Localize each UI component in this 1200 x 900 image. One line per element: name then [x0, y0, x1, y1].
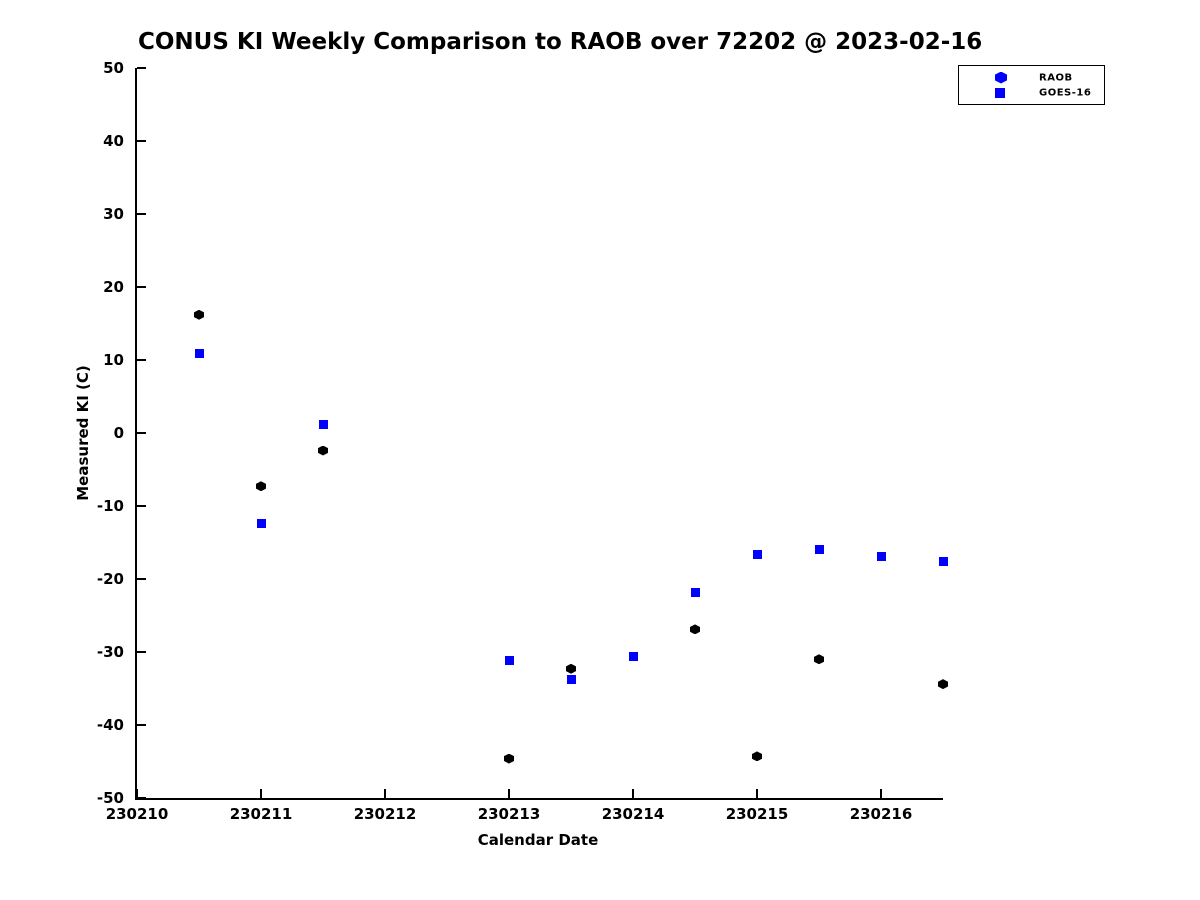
y-tick-mark — [137, 797, 146, 799]
y-tick-label: 50 — [103, 59, 124, 77]
data-point-goes-16 — [876, 551, 886, 561]
y-tick-mark — [137, 213, 146, 215]
y-tick-mark — [137, 140, 146, 142]
data-point-goes-16 — [628, 651, 638, 661]
x-tick-label: 230216 — [849, 805, 913, 823]
data-point-raob — [690, 624, 700, 635]
data-point-goes-16 — [690, 587, 700, 597]
data-point-raob — [194, 309, 204, 320]
y-tick-mark — [137, 286, 146, 288]
legend: RAOB GOES-16 — [958, 65, 1105, 105]
x-axis-label: Calendar Date — [477, 831, 599, 849]
x-tick-label: 230210 — [105, 805, 169, 823]
x-tick-mark — [260, 789, 262, 798]
square-icon — [995, 87, 1005, 98]
legend-item-label: GOES-16 — [1039, 87, 1092, 98]
data-point-goes-16 — [504, 655, 514, 665]
y-tick-label: 40 — [103, 132, 124, 150]
y-tick-mark — [137, 724, 146, 726]
y-tick-mark — [137, 505, 146, 507]
data-point-goes-16 — [256, 519, 266, 529]
data-point-goes-16 — [752, 549, 762, 559]
x-tick-label: 230213 — [477, 805, 541, 823]
y-tick-mark — [137, 578, 146, 580]
x-tick-mark — [756, 789, 758, 798]
y-tick-mark — [137, 67, 146, 69]
x-tick-label: 230212 — [353, 805, 417, 823]
hexagon-icon — [995, 71, 1007, 84]
data-point-raob — [566, 663, 576, 674]
y-tick-label: -40 — [96, 716, 124, 734]
y-tick-label: 10 — [103, 351, 124, 369]
legend-item-goes-16: GOES-16 — [959, 85, 1104, 100]
x-tick-label: 230215 — [725, 805, 789, 823]
y-tick-label: -50 — [96, 789, 124, 807]
y-tick-label: -10 — [96, 497, 124, 515]
data-point-raob — [504, 753, 514, 764]
x-tick-mark — [136, 789, 138, 798]
y-tick-label: 20 — [103, 278, 124, 296]
x-tick-mark — [632, 789, 634, 798]
data-point-goes-16 — [194, 348, 204, 358]
x-tick-mark — [384, 789, 386, 798]
y-tick-label: 0 — [113, 424, 124, 442]
legend-item-raob: RAOB — [959, 70, 1104, 85]
y-tick-mark — [137, 359, 146, 361]
data-point-raob — [938, 679, 948, 690]
x-tick-label: 230214 — [601, 805, 665, 823]
data-point-goes-16 — [318, 419, 328, 429]
data-point-goes-16 — [938, 556, 948, 566]
legend-item-label: RAOB — [1039, 72, 1073, 83]
plot-area: 230210 230211 230212 230213 230214 230215 2302… — [97, 59, 948, 823]
y-tick-label: 30 — [103, 205, 124, 223]
x-tick-mark — [880, 789, 882, 798]
data-point-goes-16 — [566, 674, 576, 684]
data-point-raob — [318, 445, 328, 456]
y-tick-mark — [137, 651, 146, 653]
data-point-goes-16 — [814, 544, 824, 554]
data-point-raob — [814, 654, 824, 665]
y-tick-mark — [137, 432, 146, 434]
data-point-raob — [752, 751, 762, 762]
y-tick-label: -30 — [96, 643, 124, 661]
x-tick-mark — [508, 789, 510, 798]
data-point-raob — [256, 481, 266, 492]
x-tick-label: 230211 — [229, 805, 293, 823]
y-tick-label: -20 — [96, 570, 124, 588]
chart-title: CONUS KI Weekly Comparison to RAOB over … — [138, 29, 983, 55]
